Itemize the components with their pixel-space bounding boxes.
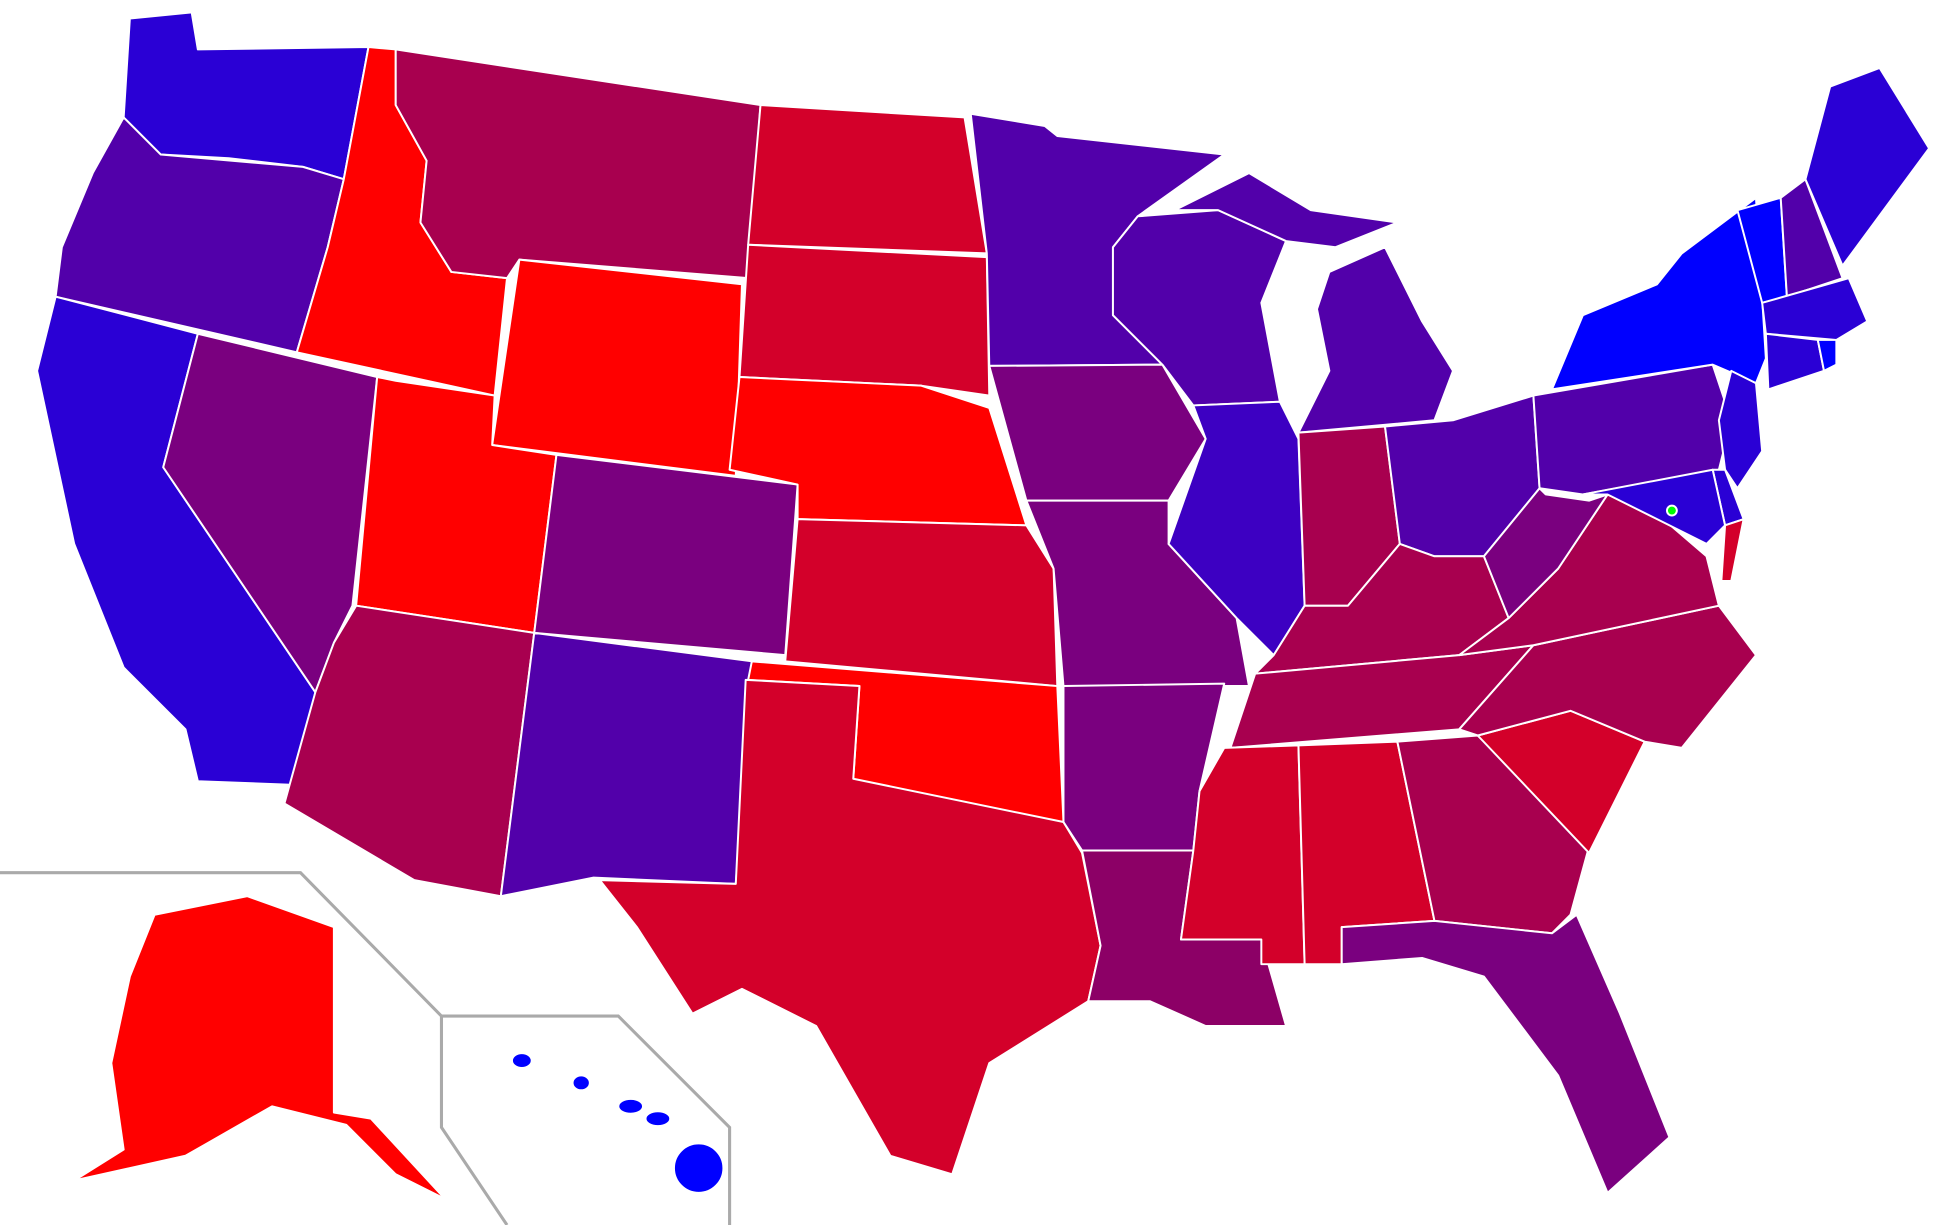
state-region (672, 1142, 725, 1194)
state-region (1816, 338, 1838, 372)
state-region (1717, 369, 1764, 490)
state-region (1297, 246, 1455, 434)
state-region (784, 518, 1059, 688)
state-region (533, 453, 799, 657)
state-region (1804, 66, 1931, 267)
state-region (571, 1074, 591, 1092)
state-region (1025, 499, 1250, 688)
state-region (1720, 518, 1745, 582)
state-region (747, 104, 988, 255)
state-region (491, 258, 743, 477)
state-region (644, 1110, 672, 1128)
state-region (510, 1052, 533, 1070)
state-region (1779, 178, 1844, 298)
state-region (499, 631, 753, 898)
state-region (617, 1097, 645, 1115)
state-region (1340, 913, 1671, 1194)
state-region (1761, 277, 1869, 341)
state-region (1173, 172, 1399, 249)
state-region (598, 678, 1102, 1176)
state-region (1665, 504, 1678, 517)
states (36, 11, 1931, 1201)
state-region (738, 243, 991, 397)
inset-border (441, 1014, 732, 1225)
state-region (1111, 209, 1288, 407)
state-region (988, 363, 1207, 502)
state-region (73, 895, 447, 1201)
state-region (394, 48, 762, 280)
state-region (1550, 196, 1767, 391)
state-region (1581, 468, 1727, 545)
state-region (1764, 332, 1825, 391)
